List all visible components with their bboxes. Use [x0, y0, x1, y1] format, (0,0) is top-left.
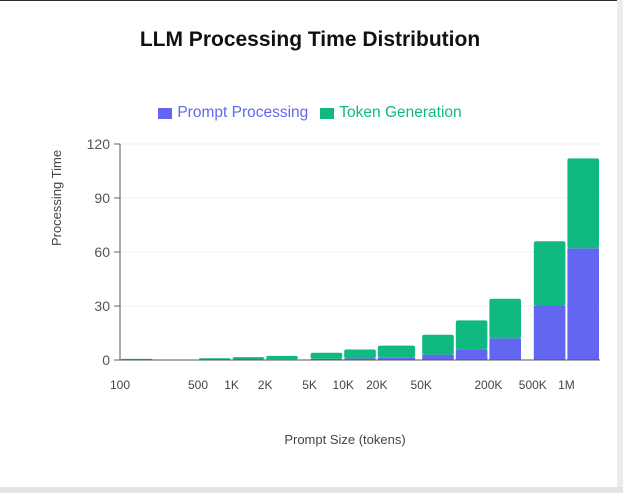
window-top-border [0, 0, 623, 1]
chart-legend: Prompt Processing Token Generation [0, 104, 620, 122]
bar-token-generation[interactable] [533, 241, 566, 306]
bar-token-generation[interactable] [422, 334, 454, 355]
legend-item-prompt-processing[interactable]: Prompt Processing [158, 104, 308, 122]
bar-token-generation[interactable] [199, 358, 231, 360]
bar-token-generation[interactable] [567, 158, 599, 249]
legend-swatch-prompt-processing [158, 107, 173, 119]
bar-token-generation[interactable] [455, 320, 488, 350]
x-tick-label: 50K [411, 378, 432, 392]
bar-prompt-processing[interactable] [344, 358, 376, 360]
x-tick-label: 500 [188, 378, 208, 392]
y-tick-label: 0 [102, 352, 110, 368]
bar-token-generation[interactable] [266, 355, 298, 360]
legend-label-prompt-processing: Prompt Processing [177, 104, 309, 121]
x-tick-label: 5K [302, 378, 317, 392]
x-axis-label: Prompt Size (tokens) [284, 432, 405, 447]
bar-prompt-processing[interactable] [455, 349, 488, 360]
window-right-edge [617, 0, 623, 493]
x-tick-label: 500K [519, 378, 547, 392]
x-tick-label: 1M [558, 378, 575, 392]
window-bottom-edge [0, 487, 623, 493]
y-tick-label: 30 [94, 298, 110, 314]
chart-title: LLM Processing Time Distribution [139, 28, 481, 51]
y-tick-label: 120 [87, 136, 111, 152]
bar-prompt-processing[interactable] [567, 248, 599, 360]
x-tick-label: 100 [110, 378, 130, 392]
bar-prompt-processing[interactable] [533, 306, 566, 360]
bar-token-generation[interactable] [344, 349, 376, 359]
grid-lines [120, 143, 600, 361]
x-tick-label: 20K [366, 378, 387, 392]
x-tick-label: 200K [474, 378, 502, 392]
bars [121, 158, 599, 361]
x-tick-labels: 100 500 1K 2K 5K 10K 20K 50K 200K 500K 1M [110, 378, 575, 392]
bar-token-generation[interactable] [310, 352, 343, 359]
legend-swatch-token-generation [320, 107, 335, 119]
legend-item-token-generation[interactable]: Token Generation [320, 104, 462, 122]
x-tick-label: 1K [224, 378, 239, 392]
bar-prompt-processing[interactable] [310, 358, 343, 360]
x-tick-label: 2K [258, 378, 273, 392]
y-tick-labels: 0 30 60 90 120 [87, 136, 120, 368]
bar-token-generation[interactable] [489, 298, 521, 339]
y-axis-label: Processing Time [49, 150, 64, 246]
y-tick-label: 90 [94, 190, 110, 206]
x-tick-label: 10K [333, 378, 354, 392]
bar-prompt-processing[interactable] [422, 354, 454, 360]
bar-prompt-processing[interactable] [489, 338, 521, 360]
y-tick-label: 60 [94, 244, 110, 260]
bar-prompt-processing[interactable] [377, 357, 416, 360]
bar-token-generation[interactable] [232, 357, 265, 360]
bar-token-generation[interactable] [377, 345, 416, 358]
legend-label-token-generation: Token Generation [339, 104, 462, 121]
